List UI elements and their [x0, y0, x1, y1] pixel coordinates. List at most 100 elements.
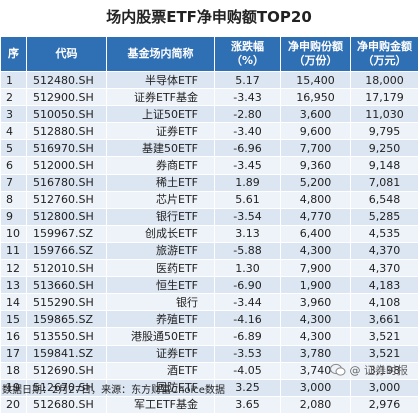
net-subscription-share-cell: 7,900 — [281, 260, 351, 277]
price-change-cell: -3.44 — [215, 294, 281, 311]
row-number-cell: 13 — [1, 277, 27, 294]
net-subscription-share-cell: 3,600 — [281, 106, 351, 123]
row-number-cell: 12 — [1, 260, 27, 277]
header-change: 涨跌幅 （%） — [215, 37, 281, 72]
row-number-cell: 16 — [1, 328, 27, 345]
fund-name-cell: 酒ETF — [107, 362, 215, 379]
header-code: 代码 — [27, 37, 107, 72]
fund-code-cell: 159865.SZ — [27, 311, 107, 328]
fund-name-cell: 创成长ETF — [107, 225, 215, 242]
fund-code-cell: 516780.SH — [27, 174, 107, 191]
fund-name-cell: 上证50ETF — [107, 106, 215, 123]
fund-code-cell: 512680.SH — [27, 396, 107, 413]
net-subscription-share-cell: 5,200 — [281, 174, 351, 191]
net-subscription-share-cell: 3,960 — [281, 294, 351, 311]
table-header: 序 代码 基金场内简称 涨跌幅 （%） 净申购份额 （万份） 净申购金额 （万元… — [1, 37, 418, 72]
net-subscription-share-cell: 3,000 — [281, 379, 351, 396]
fund-code-cell: 515290.SH — [27, 294, 107, 311]
row-number-cell: 18 — [1, 362, 27, 379]
net-subscription-amount-cell: 7,081 — [351, 174, 418, 191]
price-change-cell: -3.40 — [215, 123, 281, 140]
fund-name-cell: 港股通50ETF — [107, 328, 215, 345]
etf-top20-figure: 场内股票ETF净申购额TOP20 序 代码 基金场内简称 涨跌幅 （%） 净申购… — [0, 0, 418, 400]
price-change-cell: -6.96 — [215, 140, 281, 157]
fund-code-cell: 512800.SH — [27, 208, 107, 225]
row-number-cell: 9 — [1, 208, 27, 225]
fund-name-cell: 证券ETF — [107, 345, 215, 362]
header-name: 基金场内简称 — [107, 37, 215, 72]
price-change-cell: 5.17 — [215, 72, 281, 89]
net-subscription-share-cell: 6,400 — [281, 225, 351, 242]
net-subscription-amount-cell: 2,976 — [351, 396, 418, 413]
watermark: @ 证券时报 — [330, 360, 409, 380]
price-change-cell: 1.89 — [215, 174, 281, 191]
fund-name-cell: 恒生ETF — [107, 277, 215, 294]
net-subscription-amount-cell: 6,548 — [351, 191, 418, 208]
price-change-cell: 5.61 — [215, 191, 281, 208]
price-change-cell: -3.54 — [215, 208, 281, 225]
page-title: 场内股票ETF净申购额TOP20 — [0, 0, 418, 34]
fund-name-cell: 银行ETF — [107, 208, 215, 225]
net-subscription-share-cell: 9,360 — [281, 157, 351, 174]
fund-code-cell: 159766.SZ — [27, 242, 107, 259]
fund-code-cell: 510050.SH — [27, 106, 107, 123]
net-subscription-amount-cell: 5,285 — [351, 208, 418, 225]
etf-table: 序 代码 基金场内简称 涨跌幅 （%） 净申购份额 （万份） 净申购金额 （万元… — [0, 36, 418, 414]
header-amount-label: 净申购金额 — [357, 40, 412, 53]
fund-name-cell: 券商ETF — [107, 157, 215, 174]
price-change-cell: -6.89 — [215, 328, 281, 345]
row-number-cell: 20 — [1, 396, 27, 413]
net-subscription-amount-cell: 4,183 — [351, 277, 418, 294]
header-share-label: 净申购份额 — [288, 40, 343, 53]
fund-name-cell: 医药ETF — [107, 260, 215, 277]
fund-name-cell: 稀土ETF — [107, 174, 215, 191]
fund-name-cell: 养殖ETF — [107, 311, 215, 328]
row-number-cell: 2 — [1, 89, 27, 106]
row-number-cell: 8 — [1, 191, 27, 208]
fund-code-cell: 512690.SH — [27, 362, 107, 379]
fund-code-cell: 513550.SH — [27, 328, 107, 345]
net-subscription-share-cell: 4,300 — [281, 242, 351, 259]
fund-name-cell: 基建50ETF — [107, 140, 215, 157]
row-number-cell: 10 — [1, 225, 27, 242]
price-change-cell: -3.53 — [215, 345, 281, 362]
net-subscription-share-cell: 16,950 — [281, 89, 351, 106]
row-number-cell: 11 — [1, 242, 27, 259]
header-change-label: 涨跌幅 — [231, 40, 264, 53]
net-subscription-amount-cell: 9,250 — [351, 140, 418, 157]
net-subscription-amount-cell: 3,661 — [351, 311, 418, 328]
net-subscription-amount-cell: 9,795 — [351, 123, 418, 140]
fund-code-cell: 512880.SH — [27, 123, 107, 140]
fund-code-cell: 512900.SH — [27, 89, 107, 106]
price-change-cell: 3.65 — [215, 396, 281, 413]
fund-name-cell: 证券ETF — [107, 123, 215, 140]
header-share: 净申购份额 （万份） — [281, 37, 351, 72]
net-subscription-amount-cell: 11,030 — [351, 106, 418, 123]
wechat-icon — [330, 363, 346, 377]
header-change-unit: （%） — [231, 54, 264, 67]
net-subscription-amount-cell: 17,179 — [351, 89, 418, 106]
row-number-cell: 15 — [1, 311, 27, 328]
net-subscription-amount-cell: 4,108 — [351, 294, 418, 311]
row-number-cell: 17 — [1, 345, 27, 362]
fund-code-cell: 512010.SH — [27, 260, 107, 277]
net-subscription-amount-cell: 3,521 — [351, 328, 418, 345]
net-subscription-share-cell: 4,300 — [281, 328, 351, 345]
fund-code-cell: 159967.SZ — [27, 225, 107, 242]
row-number-cell: 4 — [1, 123, 27, 140]
net-subscription-share-cell: 2,080 — [281, 396, 351, 413]
price-change-cell: -3.45 — [215, 157, 281, 174]
net-subscription-amount-cell: 18,000 — [351, 72, 418, 89]
fund-name-cell: 证券ETF基金 — [107, 89, 215, 106]
